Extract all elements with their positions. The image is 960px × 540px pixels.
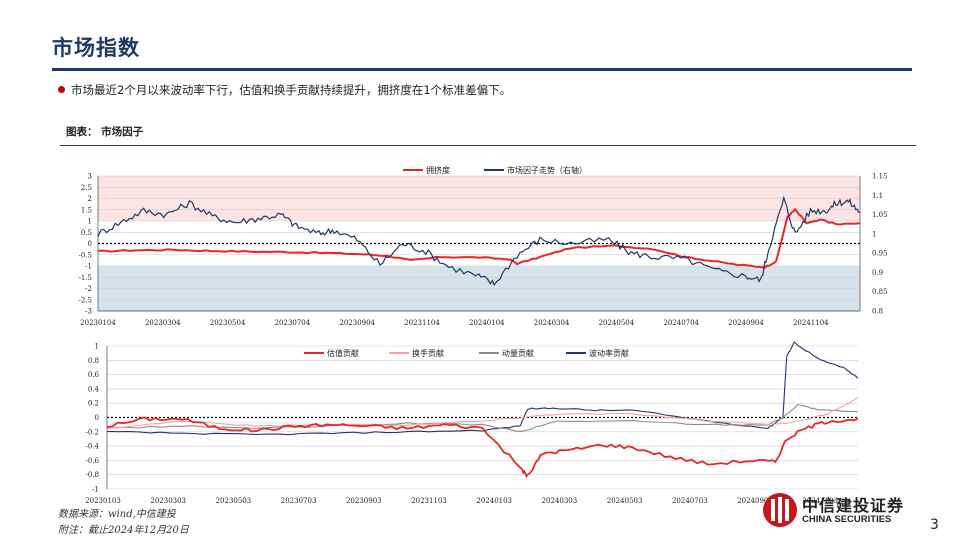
- series-line-3: [106, 341, 859, 436]
- x-tick-label: 20240303: [542, 497, 578, 505]
- y-tick-label: -1: [92, 486, 99, 494]
- x-tick-label: 20241103: [802, 497, 838, 505]
- y-left-tick-label: -1: [85, 263, 92, 271]
- x-tick-label: 20240503: [607, 497, 643, 505]
- bullet-point: 市场最近2个月以来波动率下行，估值和换手贡献持续提升，拥挤度在1个标准差偏下。: [58, 82, 511, 98]
- legend-label: 估值贡献: [327, 348, 359, 358]
- y-tick-label: 0: [95, 414, 99, 422]
- x-tick-label: 20240703: [672, 497, 708, 505]
- x-tick-label: 20241104: [793, 319, 829, 327]
- y-left-tick-label: -1.5: [79, 274, 93, 282]
- legend-label: 拥挤度: [426, 165, 450, 175]
- series-line-1: [107, 397, 859, 429]
- x-tick-label: 20240704: [663, 319, 699, 327]
- y-left-tick-label: 0: [88, 240, 92, 248]
- company-logo-icon: [763, 493, 797, 527]
- logo-en-text: CHINA SECURITIES: [802, 514, 892, 525]
- x-tick-label: 20240903: [737, 497, 773, 505]
- x-tick-label: 20230503: [216, 497, 252, 505]
- y-tick-label: -0.4: [86, 443, 100, 451]
- series-line-1: [97, 195, 861, 286]
- x-tick-label: 20231103: [411, 497, 447, 505]
- x-tick-label: 20240103: [476, 497, 512, 505]
- x-tick-label: 20240904: [728, 319, 764, 327]
- x-tick-label: 20230103: [85, 497, 121, 505]
- y-right-tick-label: 0.85: [872, 288, 888, 296]
- y-right-tick-label: 0.95: [872, 250, 888, 258]
- y-left-tick-label: -2: [85, 285, 92, 293]
- y-tick-label: 0.6: [88, 371, 100, 379]
- logo-cn-text: 中信建投证券: [802, 496, 905, 515]
- y-tick-label: -0.2: [86, 428, 100, 436]
- y-right-tick-label: 1.05: [872, 211, 888, 219]
- legend-label: 波动率贡献: [589, 348, 629, 358]
- y-tick-label: -0.6: [86, 457, 100, 465]
- y-left-tick-label: 1: [88, 218, 92, 226]
- legend-label: 市场因子走势（右轴）: [507, 165, 587, 175]
- y-right-tick-label: 1.1: [872, 192, 883, 200]
- y-right-tick-label: 0.9: [872, 269, 883, 277]
- legend-label: 动量贡献: [502, 348, 534, 358]
- company-logo: 中信建投证券 CHINA SECURITIES: [760, 490, 920, 530]
- y-tick-label: 0.4: [88, 385, 100, 393]
- series-line-0: [106, 416, 859, 478]
- x-tick-label: 20230904: [339, 319, 375, 327]
- x-tick-label: 20230504: [210, 319, 246, 327]
- series-line-0: [97, 207, 861, 269]
- y-tick-label: 1: [95, 343, 99, 351]
- figure-caption: 图表： 市场因子: [66, 126, 144, 138]
- legend-label: 换手贡献: [412, 348, 444, 358]
- x-tick-label: 20230104: [80, 319, 116, 327]
- y-right-tick-label: 0.8: [872, 308, 883, 316]
- y-right-tick-label: 1: [872, 230, 876, 238]
- y-left-tick-label: 0.5: [81, 229, 92, 237]
- y-left-tick-label: 1.5: [81, 206, 92, 214]
- y-tick-label: 0.2: [88, 400, 99, 408]
- bullet-dot-icon: [58, 86, 65, 93]
- bullet-text: 市场最近2个月以来波动率下行，估值和换手贡献持续提升，拥挤度在1个标准差偏下。: [71, 83, 512, 97]
- x-tick-label: 20240504: [599, 319, 635, 327]
- y-left-tick-label: -2.5: [79, 296, 93, 304]
- y-left-tick-label: 2.5: [81, 184, 92, 192]
- x-tick-label: 20230304: [145, 319, 181, 327]
- x-tick-label: 20240304: [534, 319, 570, 327]
- y-left-tick-label: 2: [88, 195, 92, 203]
- x-tick-label: 20230903: [346, 497, 382, 505]
- y-left-tick-label: 3: [88, 173, 92, 181]
- x-tick-label: 20230704: [275, 319, 311, 327]
- date-note: 附注：截止2024年12月20日: [58, 525, 189, 536]
- x-tick-label: 20231104: [404, 319, 440, 327]
- x-tick-label: 20230303: [150, 497, 186, 505]
- source-note: 数据来源：wind,中信建投: [58, 509, 176, 520]
- title-underline: [52, 68, 912, 71]
- y-tick-label: 0.8: [88, 357, 99, 365]
- y-tick-label: -0.8: [86, 471, 100, 479]
- y-right-tick-label: 1.15: [872, 173, 888, 181]
- y-left-tick-label: -0.5: [79, 251, 93, 259]
- x-tick-label: 20230703: [281, 497, 317, 505]
- caption-divider: [60, 145, 916, 146]
- page-number: 3: [930, 517, 939, 533]
- x-tick-label: 20240104: [469, 319, 505, 327]
- y-left-tick-label: -3: [85, 308, 92, 316]
- page-title: 市场指数: [52, 35, 140, 60]
